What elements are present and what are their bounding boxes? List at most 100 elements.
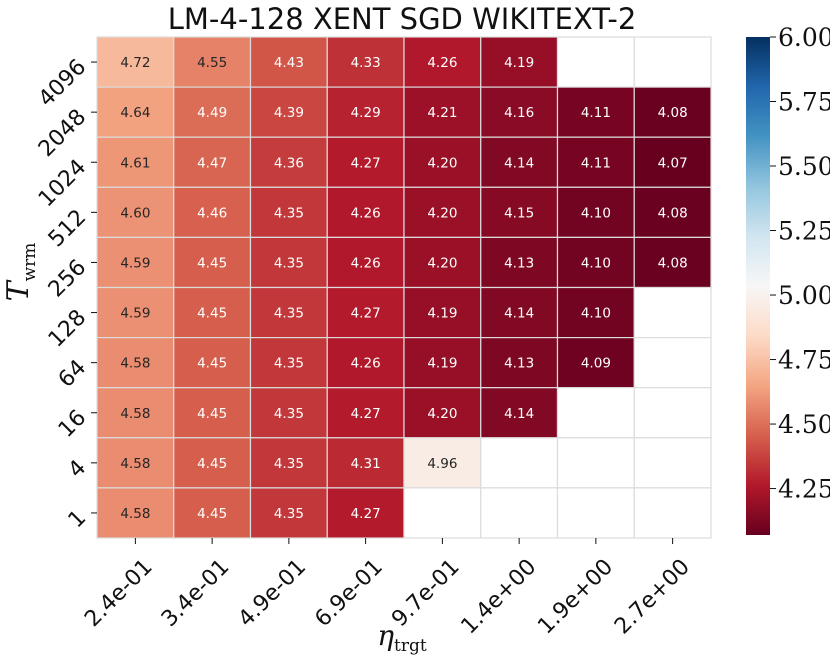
cell-value-label: 4.26	[427, 55, 457, 71]
cell-value-label: 4.27	[351, 306, 381, 322]
cell-value-label: 4.35	[274, 255, 304, 271]
colorbar-tick-label: 5.00	[778, 281, 830, 310]
cell-value-label: 4.19	[504, 55, 534, 71]
colorbar-tick-label: 4.25	[778, 475, 830, 504]
heatmap-cell	[96, 286, 175, 339]
cell-value-label: 4.13	[504, 356, 534, 372]
heatmap-cell	[249, 437, 328, 489]
cell-value-label: 4.26	[351, 205, 381, 221]
cell-value-label: 4.72	[120, 55, 150, 71]
heatmap-cell	[633, 487, 712, 539]
heatmap-cell	[173, 387, 252, 439]
x-tick-label: 2.4e-01	[80, 555, 157, 632]
heatmap-cell	[249, 36, 328, 88]
colorbar-tick-label: 5.75	[778, 88, 830, 117]
cell-value-label: 4.08	[658, 205, 688, 221]
cell-value-label: 4.08	[658, 255, 688, 271]
cell-value-label: 4.31	[351, 456, 381, 472]
heatmap-cell	[403, 136, 482, 188]
cell-value-label: 4.49	[197, 105, 227, 121]
heatmap-cell	[633, 136, 712, 188]
cell-value-label: 4.09	[581, 356, 611, 372]
heatmap-cell	[173, 86, 252, 138]
heatmap-cell	[633, 337, 712, 389]
x-tick-label: 4.9e-01	[234, 555, 311, 632]
heatmap-cell	[403, 186, 482, 239]
heatmap-cell	[556, 286, 635, 339]
colorbar-tick-label: 4.50	[778, 410, 830, 439]
cell-value-label: 4.35	[274, 306, 304, 322]
heatmap-cell	[326, 86, 405, 138]
heatmap-cell	[249, 487, 328, 539]
heatmap-grid: 4.72 4.55 4.43 4.33 4.26 4.19 4.64 4.49 4.39 4.29…	[96, 36, 712, 539]
cell-value-label: 4.10	[581, 255, 611, 271]
cell-value-label: 4.61	[120, 155, 150, 171]
heatmap-cell	[249, 136, 328, 188]
heatmap-cell	[96, 36, 175, 88]
cell-value-label: 4.27	[351, 155, 381, 171]
heatmap-cell	[556, 186, 635, 239]
heatmap-cell	[326, 487, 405, 539]
heatmap-cell	[96, 337, 175, 389]
heatmap-cell	[96, 487, 175, 539]
cell-value-label: 4.14	[504, 406, 534, 422]
cell-value-label: 4.27	[351, 506, 381, 522]
colorbar-tick-label: 6.00	[778, 23, 830, 52]
cell-value-label: 4.29	[351, 105, 381, 121]
cell-value-label: 4.19	[427, 356, 457, 372]
colorbar-tick-label: 5.25	[778, 217, 830, 246]
heatmap-cell	[556, 487, 635, 539]
heatmap-cell	[173, 36, 252, 88]
y-axis-label-symbol: T	[1, 279, 36, 301]
heatmap-cell	[480, 337, 559, 389]
heatmap-cell	[96, 186, 175, 239]
heatmap-cell	[480, 136, 559, 188]
heatmap-cell	[633, 387, 712, 439]
cell-value-label: 4.58	[120, 356, 150, 372]
heatmap-cell	[480, 236, 559, 289]
heatmap-cell	[480, 36, 559, 88]
cell-value-label: 4.20	[427, 155, 457, 171]
cell-value-label: 4.36	[274, 155, 304, 171]
heatmap-cell	[556, 437, 635, 489]
cell-value-label: 4.20	[427, 406, 457, 422]
y-tick-label: 128	[44, 305, 91, 352]
heatmap-cell	[633, 286, 712, 339]
cell-value-label: 4.33	[351, 55, 381, 71]
colorbar-tick-label: 4.75	[778, 346, 830, 375]
y-tick-label: 2048	[34, 105, 91, 162]
cell-value-label: 4.20	[427, 255, 457, 271]
cell-value-label: 4.45	[197, 306, 227, 322]
x-axis-label-symbol: η	[377, 619, 394, 652]
heatmap-cell	[633, 86, 712, 138]
cell-value-label: 4.60	[120, 205, 150, 221]
heatmap-cell	[403, 337, 482, 389]
cell-value-label: 4.15	[504, 205, 534, 221]
cell-value-label: 4.07	[658, 155, 688, 171]
cell-value-label: 4.96	[427, 456, 457, 472]
heatmap-cell	[556, 136, 635, 188]
cell-value-label: 4.47	[197, 155, 227, 171]
chart-title: LM-4-128 XENT SGD WIKITEXT-2	[168, 2, 637, 36]
heatmap-cell	[403, 286, 482, 339]
heatmap-cell	[480, 186, 559, 239]
y-axis-label-subscript: wrm	[20, 243, 40, 282]
heatmap-cell	[556, 36, 635, 88]
cell-value-label: 4.43	[274, 55, 304, 71]
cell-value-label: 4.27	[351, 406, 381, 422]
cell-value-label: 4.14	[504, 306, 534, 322]
cell-value-label: 4.59	[120, 306, 150, 322]
cell-value-label: 4.45	[197, 406, 227, 422]
x-tick-label: 1.4e+00	[457, 555, 542, 640]
heatmap-cell	[633, 437, 712, 489]
y-tick-label: 4	[64, 455, 92, 483]
x-tick-label: 1.9e+00	[533, 555, 618, 640]
cell-value-label: 4.35	[274, 205, 304, 221]
heatmap-cell	[96, 236, 175, 289]
heatmap-cell	[480, 487, 559, 539]
heatmap-cell	[480, 86, 559, 138]
cell-value-label: 4.16	[504, 105, 534, 121]
heatmap-cell	[480, 437, 559, 489]
cell-value-label: 4.58	[120, 406, 150, 422]
heatmap-cell	[403, 487, 482, 539]
